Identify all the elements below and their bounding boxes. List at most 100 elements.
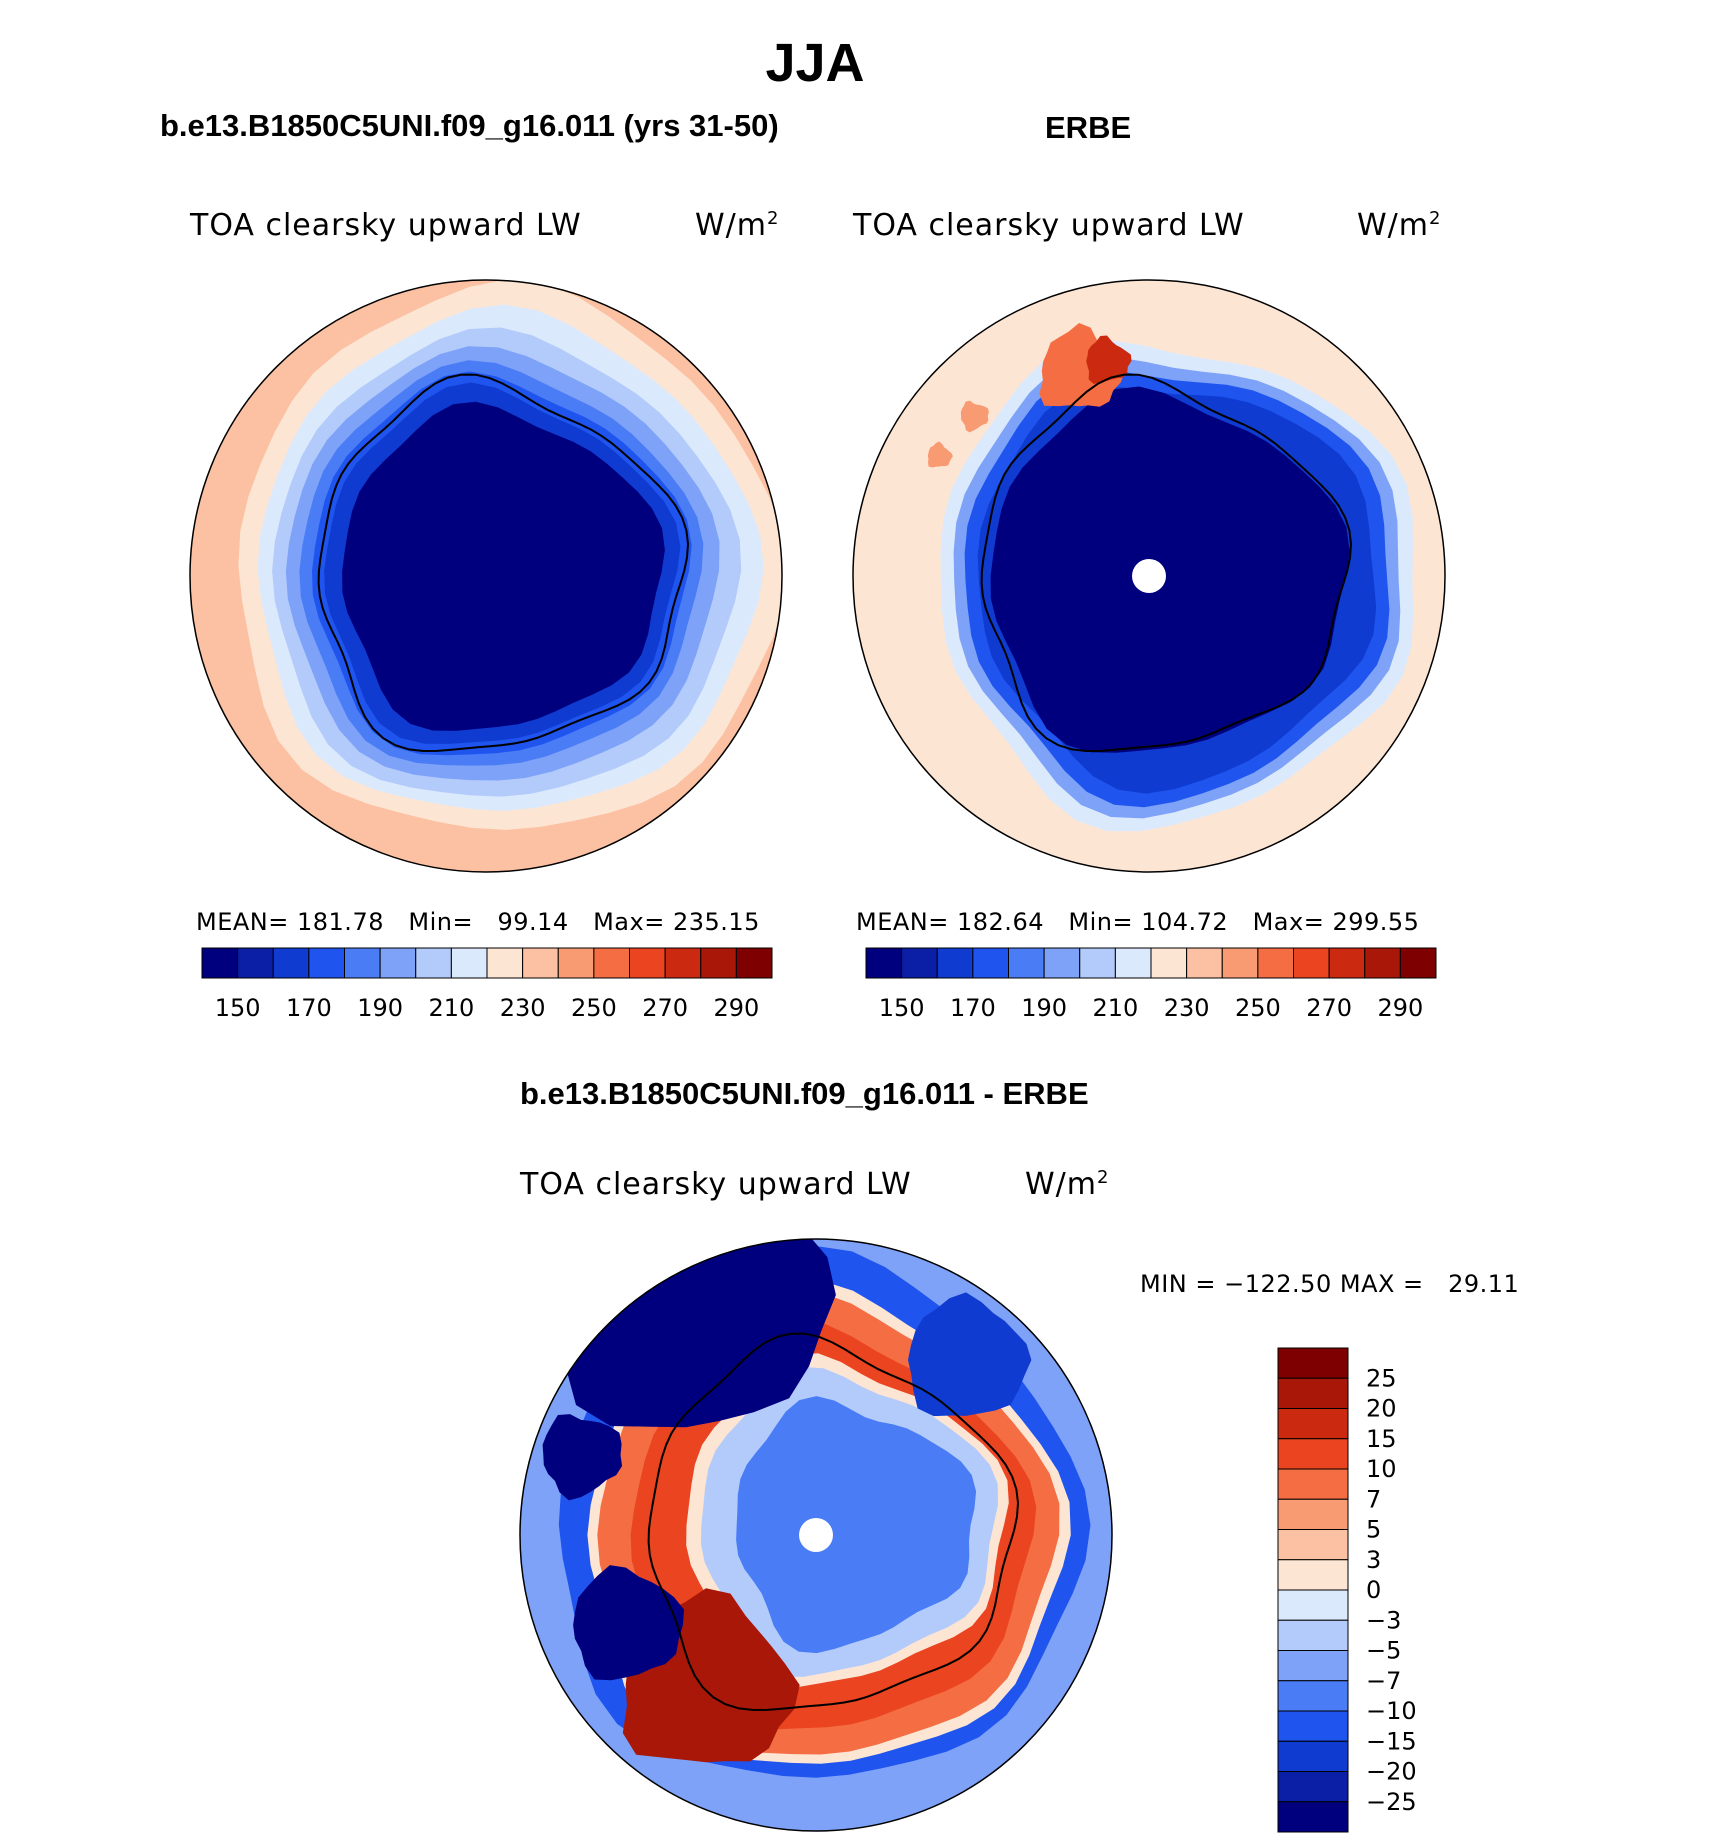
diff-stats: MIN = −122.50 MAX = 29.11	[1140, 1270, 1519, 1298]
obs-max-label: Max=	[1252, 908, 1325, 936]
colorbar-box	[1277, 1438, 1349, 1470]
diff-min-value: −122.50	[1224, 1270, 1332, 1298]
model-max-value: 235.15	[672, 908, 760, 936]
colorbar-box	[1277, 1468, 1349, 1500]
colorbar-tick-label: 230	[500, 994, 546, 1022]
colorbar-tick-label: −5	[1366, 1637, 1401, 1665]
colorbar-tick-label: 0	[1366, 1576, 1381, 1604]
colorbar-box	[1277, 1680, 1349, 1712]
obs-variable-label: TOA clearsky upward LW	[853, 208, 1245, 243]
colorbar-tick-label: −10	[1366, 1697, 1417, 1725]
map-diff-patch-2	[542, 1414, 623, 1501]
diff-variable-label: TOA clearsky upward LW	[520, 1167, 912, 1202]
colorbar-tick-label: 270	[642, 994, 688, 1022]
pole-hole	[799, 1518, 833, 1552]
map-obs-contour-5	[990, 386, 1350, 753]
colorbar-tick-label: 7	[1366, 1485, 1381, 1513]
colorbar-box	[522, 947, 559, 979]
model-colorbar: 150 170 190 210 230 250 270 290	[201, 947, 773, 1022]
colorbar-tick-label: 5	[1366, 1516, 1381, 1544]
colorbar-tick-label: 170	[286, 994, 332, 1022]
colorbar-box	[1277, 1801, 1349, 1833]
colorbar-box	[1150, 947, 1188, 979]
colorbar-box	[1114, 947, 1152, 979]
colorbar-box	[1364, 947, 1401, 979]
colorbar-tick-label: 290	[1377, 994, 1423, 1022]
colorbar-tick-label: −7	[1366, 1667, 1401, 1695]
obs-units-exponent: 2	[1429, 208, 1442, 229]
colorbar-tick-label: 3	[1366, 1546, 1381, 1574]
colorbar-tick-label: 210	[1092, 994, 1138, 1022]
obs-panel-title: ERBE	[1045, 110, 1132, 145]
colorbar-tick-label: 25	[1366, 1364, 1397, 1392]
map-obs-patch-2	[960, 400, 989, 433]
colorbar-tick-label: 150	[215, 994, 261, 1022]
colorbar-box	[593, 947, 630, 979]
colorbar-box	[972, 947, 1009, 979]
map-diff-patch-3	[573, 1565, 684, 1681]
obs-min-label: Min=	[1068, 908, 1134, 936]
colorbar-box	[1328, 947, 1366, 979]
colorbar-box	[1293, 947, 1330, 979]
model-max-label: Max=	[593, 908, 665, 936]
colorbar-box	[1277, 1589, 1349, 1621]
colorbar-tick-label: 210	[428, 994, 474, 1022]
colorbar-box	[629, 947, 666, 979]
model-units-exponent: 2	[767, 208, 780, 229]
colorbar-tick-label: −3	[1366, 1606, 1401, 1634]
colorbar-box	[344, 947, 381, 979]
colorbar-box	[1079, 947, 1116, 979]
model-min-value: 99.14	[497, 908, 569, 936]
map-border	[519, 1238, 1113, 1832]
obs-min-value: 104.72	[1141, 908, 1229, 936]
model-min-label: Min=	[408, 908, 474, 936]
colorbar-tick-label: 150	[879, 994, 925, 1022]
colorbar-tick-label: 290	[713, 994, 759, 1022]
diff-panel-title: b.e13.B1850C5UNI.f09_g16.011 - ERBE	[520, 1076, 1089, 1111]
colorbar-box	[735, 947, 773, 979]
colorbar-tick-label: 10	[1366, 1455, 1397, 1483]
obs-units-label: W/m2	[1357, 208, 1441, 243]
map-model-contour-8	[342, 401, 665, 731]
map-obs-patch-1	[1086, 335, 1132, 384]
obs-stats: MEAN= 182.64 Min= 104.72 Max= 299.55	[856, 908, 1419, 936]
colorbar-box	[1277, 1377, 1349, 1409]
model-mean-label: MEAN=	[196, 908, 289, 936]
obs-colorbar: 150 170 190 210 230 250 270 290	[865, 947, 1437, 1022]
coastline	[980, 373, 1353, 753]
colorbar-box	[486, 947, 524, 979]
colorbar-box	[415, 947, 452, 979]
map-obs-patch-3	[927, 441, 953, 468]
diff-max-label: MAX =	[1339, 1270, 1424, 1298]
obs-max-value: 299.55	[1332, 908, 1420, 936]
colorbar-box	[1277, 1498, 1349, 1530]
map-diff-contour-7	[736, 1396, 977, 1654]
colorbar-box	[901, 947, 938, 979]
map-diff-patch-1	[549, 1239, 836, 1428]
model-units-text: W/m	[695, 208, 767, 243]
diff-min-label: MIN =	[1140, 1270, 1216, 1298]
colorbar-box	[865, 947, 903, 979]
obs-polar-map	[852, 279, 1446, 873]
obs-mean-value: 182.64	[957, 908, 1044, 936]
model-stats: MEAN= 181.78 Min= 99.14 Max= 235.15	[196, 908, 760, 936]
obs-units-text: W/m	[1357, 208, 1429, 243]
diff-units-text: W/m	[1025, 1167, 1097, 1202]
colorbar-box	[201, 947, 239, 979]
map-border	[852, 279, 1446, 873]
season-title: JJA	[765, 33, 865, 93]
colorbar-box	[379, 947, 417, 979]
colorbar-box	[272, 947, 310, 979]
colorbar-tick-label: 250	[571, 994, 617, 1022]
colorbar-tick-label: 250	[1235, 994, 1281, 1022]
diff-polar-map	[519, 1238, 1113, 1832]
colorbar-tick-label: 190	[1021, 994, 1067, 1022]
map-border	[189, 279, 783, 873]
colorbar-box	[557, 947, 595, 979]
colorbar-tick-label: 15	[1366, 1425, 1397, 1453]
colorbar-box	[1277, 1771, 1349, 1803]
colorbar-box	[237, 947, 274, 979]
colorbar-tick-label: 230	[1164, 994, 1210, 1022]
colorbar-box	[308, 947, 345, 979]
